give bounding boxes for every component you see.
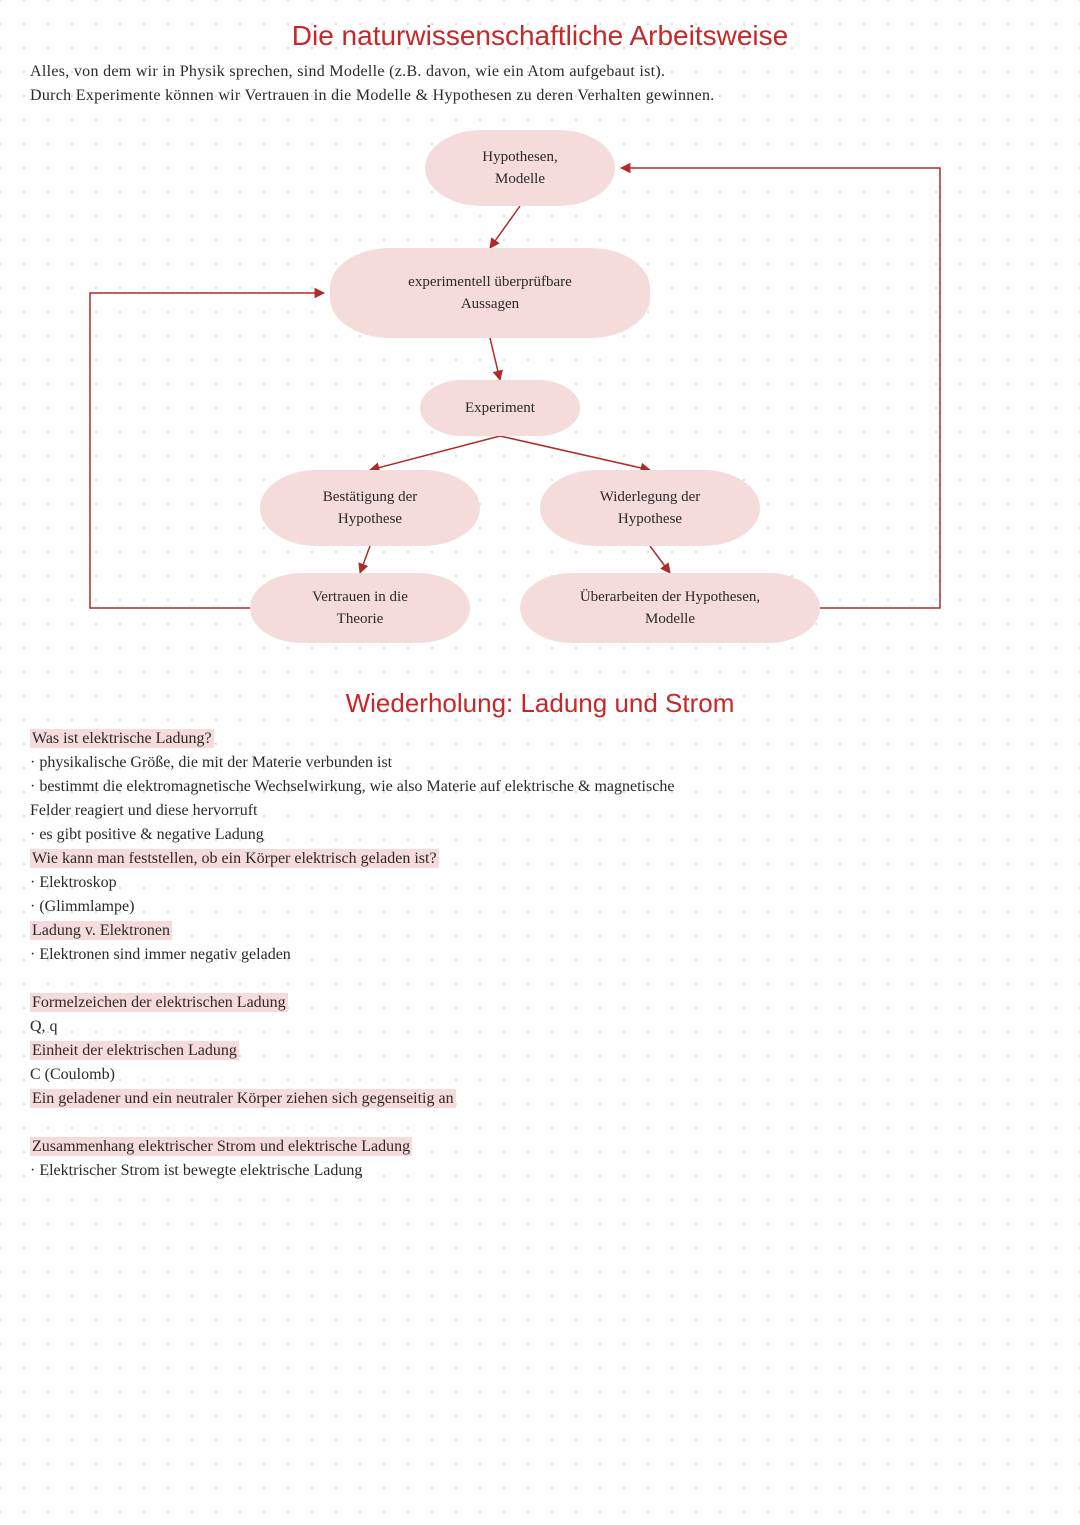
intro-paragraph: Alles, von dem wir in Physik sprechen, s… — [30, 60, 1050, 108]
flowchart-node-n4: Bestätigung derHypothese — [260, 470, 480, 546]
flowchart-node-n3: Experiment — [420, 380, 580, 436]
flowchart-node-n2: experimentell überprüfbareAussagen — [330, 248, 650, 338]
highlighted-text: Ladung v. Elektronen — [30, 921, 172, 940]
body-line: Q, q — [30, 1015, 1050, 1039]
flowchart-node-n5: Widerlegung derHypothese — [540, 470, 760, 546]
page: Die naturwissenschaftliche Arbeitsweise … — [0, 0, 1080, 1525]
intro-line-1: Alles, von dem wir in Physik sprechen, s… — [30, 60, 1050, 84]
body-line — [30, 1111, 1050, 1135]
body-line: Ladung v. Elektronen — [30, 919, 1050, 943]
flowchart: Hypothesen,Modelle experimentell überprüf… — [30, 118, 1050, 658]
body-line: C (Coulomb) — [30, 1063, 1050, 1087]
body-line: · Elektrischer Strom ist bewegte elektri… — [30, 1159, 1050, 1183]
body-line: Wie kann man feststellen, ob ein Körper … — [30, 847, 1050, 871]
body-line: · es gibt positive & negative Ladung — [30, 823, 1050, 847]
highlighted-text: Was ist elektrische Ladung? — [30, 729, 214, 748]
section1-title: Die naturwissenschaftliche Arbeitsweise — [30, 20, 1050, 52]
body-line: Zusammenhang elektrischer Strom und elek… — [30, 1135, 1050, 1159]
section2-title: Wiederholung: Ladung und Strom — [30, 688, 1050, 719]
body-line: · bestimmt die elektromagnetische Wechse… — [30, 775, 1050, 799]
body-line: Einheit der elektrischen Ladung — [30, 1039, 1050, 1063]
body-line: Ein geladener und ein neutraler Körper z… — [30, 1087, 1050, 1111]
body-line: Was ist elektrische Ladung? — [30, 727, 1050, 751]
body-line: · (Glimmlampe) — [30, 895, 1050, 919]
highlighted-text: Ein geladener und ein neutraler Körper z… — [30, 1089, 456, 1108]
flowchart-node-n1: Hypothesen,Modelle — [425, 130, 615, 206]
body-line: · physikalische Größe, die mit der Mater… — [30, 751, 1050, 775]
body-line: Formelzeichen der elektrischen Ladung — [30, 991, 1050, 1015]
highlighted-text: Wie kann man feststellen, ob ein Körper … — [30, 849, 439, 868]
body-line: · Elektroskop — [30, 871, 1050, 895]
intro-line-2: Durch Experimente können wir Vertrauen i… — [30, 84, 1050, 108]
section2-body: Was ist elektrische Ladung? · physikalisc… — [30, 727, 1050, 1183]
highlighted-text: Formelzeichen der elektrischen Ladung — [30, 993, 288, 1012]
body-line — [30, 967, 1050, 991]
flowchart-node-n7: Überarbeiten der Hypothesen,Modelle — [520, 573, 820, 643]
flowchart-node-n6: Vertrauen in dieTheorie — [250, 573, 470, 643]
highlighted-text: Einheit der elektrischen Ladung — [30, 1041, 239, 1060]
body-line: Felder reagiert und diese hervorruft — [30, 799, 1050, 823]
highlighted-text: Zusammenhang elektrischer Strom und elek… — [30, 1137, 412, 1156]
body-line: · Elektronen sind immer negativ geladen — [30, 943, 1050, 967]
